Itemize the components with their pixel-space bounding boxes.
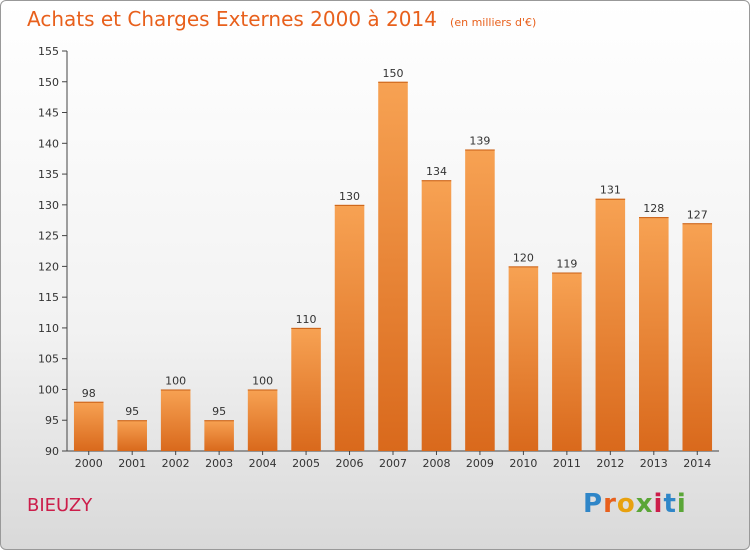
- logo-letter: x: [635, 489, 654, 519]
- y-tick-label: 140: [38, 137, 59, 150]
- bar: [552, 272, 582, 451]
- bar: [595, 198, 626, 451]
- bar-value-label: 130: [339, 190, 360, 203]
- y-tick-label: 90: [45, 445, 59, 458]
- bar: [291, 327, 321, 451]
- bar-value-label: 100: [252, 374, 273, 387]
- y-tick-label: 130: [38, 199, 59, 212]
- x-tick-label: 2012: [596, 457, 624, 470]
- x-tick-label: 2005: [292, 457, 320, 470]
- bar-value-label: 110: [296, 313, 317, 326]
- chart-unit: (en milliers d'€): [450, 16, 537, 29]
- bar-value-label: 98: [82, 387, 96, 400]
- x-tick-label: 2010: [509, 457, 537, 470]
- x-tick-label: 2008: [422, 457, 450, 470]
- y-tick-label: 155: [38, 45, 59, 58]
- y-tick-label: 115: [38, 291, 59, 304]
- x-tick-label: 2007: [379, 457, 407, 470]
- bar-value-label: 100: [165, 374, 186, 387]
- y-tick-label: 120: [38, 260, 59, 273]
- logo-letter: i: [676, 489, 687, 519]
- bar: [247, 389, 278, 451]
- bar: [421, 180, 452, 451]
- bar-value-label: 131: [600, 184, 621, 197]
- bar: [334, 204, 365, 451]
- y-tick-label: 105: [38, 353, 59, 366]
- bar-value-label: 95: [212, 405, 226, 418]
- x-tick-label: 2011: [553, 457, 581, 470]
- logo-letter: t: [663, 489, 677, 519]
- bar-value-label: 150: [383, 67, 404, 80]
- bar-value-label: 139: [469, 134, 490, 147]
- y-tick-label: 125: [38, 230, 59, 243]
- bar-value-label: 128: [643, 202, 664, 215]
- bar: [682, 223, 713, 451]
- y-tick-label: 95: [45, 414, 59, 427]
- bar: [639, 217, 669, 451]
- proxiti-logo: Proxiti: [583, 489, 687, 519]
- x-tick-label: 2013: [640, 457, 668, 470]
- bar: [117, 420, 147, 451]
- x-tick-label: 2014: [683, 457, 711, 470]
- y-tick-label: 150: [38, 76, 59, 89]
- x-tick-label: 2000: [75, 457, 103, 470]
- bar-value-label: 127: [687, 208, 708, 221]
- x-tick-label: 2006: [336, 457, 364, 470]
- y-tick-label: 100: [38, 383, 59, 396]
- place-name: BIEUZY: [27, 495, 93, 516]
- x-tick-label: 2003: [205, 457, 233, 470]
- bar-value-label: 120: [513, 251, 534, 264]
- logo-letter: o: [616, 489, 636, 519]
- x-tick-label: 2001: [118, 457, 146, 470]
- bar-value-label: 95: [125, 405, 139, 418]
- y-tick-label: 110: [38, 322, 59, 335]
- bar-value-label: 134: [426, 165, 447, 178]
- bar-value-label: 119: [556, 258, 577, 271]
- bar: [508, 266, 539, 451]
- x-tick-label: 2002: [162, 457, 190, 470]
- bar: [378, 81, 408, 452]
- logo-letter: r: [603, 489, 617, 519]
- y-tick-label: 135: [38, 168, 59, 181]
- chart-title-block: Achats et Charges Externes 2000 à 2014 (…: [27, 7, 536, 31]
- bar: [160, 389, 191, 451]
- chart-title: Achats et Charges Externes 2000 à 2014: [27, 7, 437, 31]
- bar: [204, 420, 234, 451]
- y-tick-label: 145: [38, 107, 59, 120]
- bar: [73, 401, 104, 451]
- x-tick-label: 2004: [249, 457, 277, 470]
- bar: [465, 149, 495, 451]
- x-tick-label: 2009: [466, 457, 494, 470]
- logo-letter: i: [653, 489, 664, 519]
- logo-letter: P: [583, 489, 604, 519]
